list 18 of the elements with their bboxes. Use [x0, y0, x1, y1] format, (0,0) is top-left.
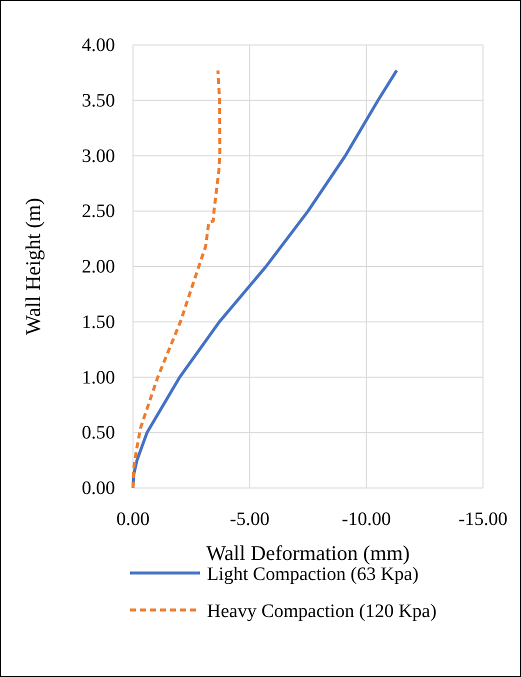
- y-tick-label: 0.50: [82, 422, 115, 444]
- y-tick-label: 0.00: [82, 478, 115, 499]
- y-tick-label: 2.00: [82, 256, 115, 278]
- x-tick-label: 0.00: [116, 509, 150, 530]
- y-tick-label: 2.50: [82, 201, 115, 222]
- x-tick-label: -10.00: [342, 509, 391, 530]
- y-tick-label: 1.50: [82, 312, 115, 333]
- y-axis-title: Wall Height (m): [21, 198, 45, 336]
- x-axis-title: Wall Deformation (mm): [206, 541, 410, 565]
- line-series: [132, 68, 222, 490]
- y-tick-label: 3.50: [82, 90, 115, 112]
- y-tick-label: 4.00: [82, 35, 115, 56]
- x-tick-label: -15.00: [458, 509, 508, 530]
- legend-label: Light Compaction (63 Kpa): [207, 564, 419, 585]
- legend-label: Heavy Compaction (120 Kpa): [207, 601, 437, 622]
- y-tick-label: 1.00: [82, 367, 115, 388]
- y-tick-label: 3.00: [82, 146, 115, 167]
- x-tick-label: -5.00: [230, 509, 270, 530]
